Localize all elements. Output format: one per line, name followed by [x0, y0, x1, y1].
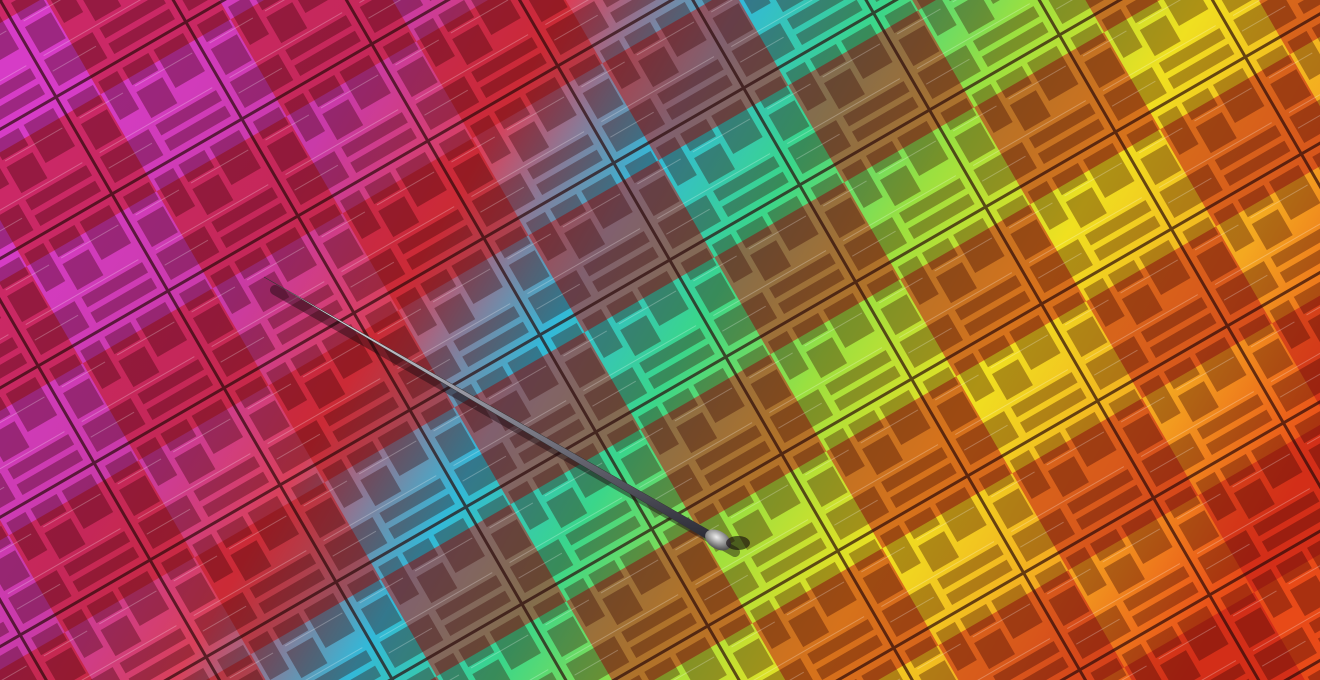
pin-head-shadow	[726, 536, 750, 550]
pin	[263, 276, 750, 557]
pin-head	[705, 529, 731, 551]
